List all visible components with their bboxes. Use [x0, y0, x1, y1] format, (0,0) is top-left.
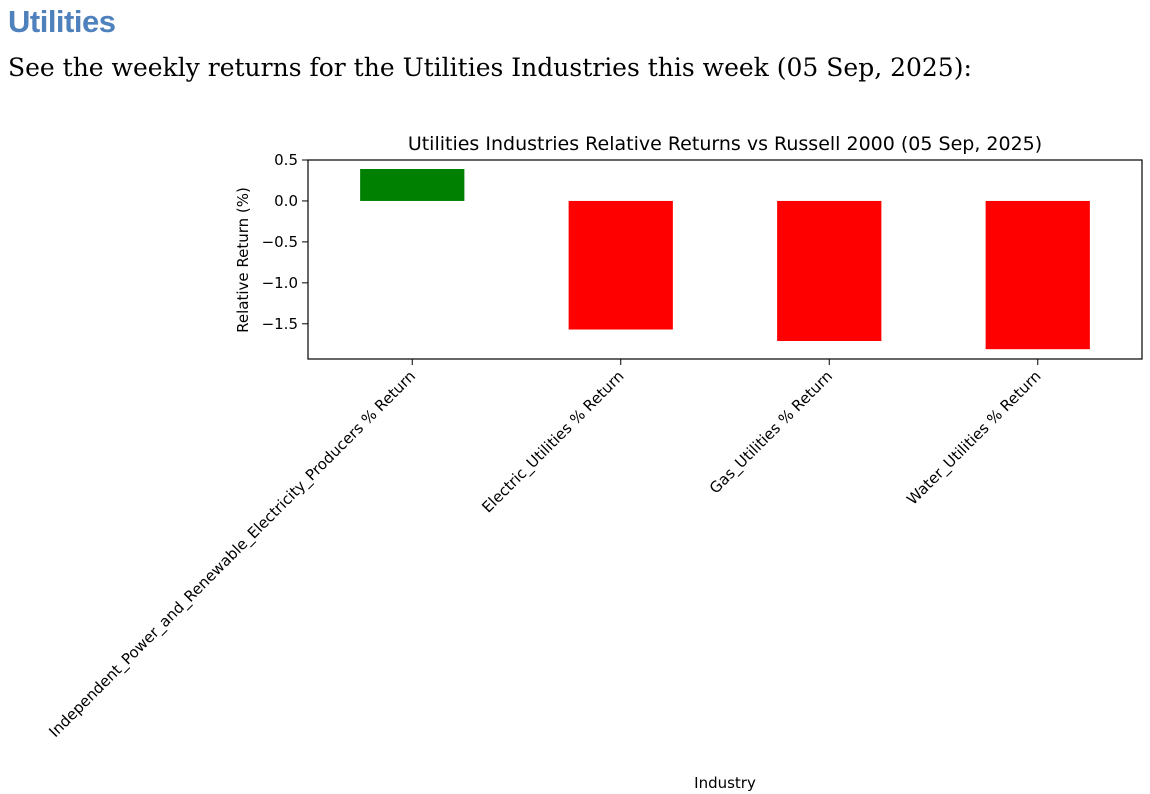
bar-2 [568, 200, 673, 330]
y-tick-label: 0.5 [274, 151, 298, 169]
bar-4 [985, 200, 1090, 350]
y-tick-label: −1.0 [262, 274, 298, 292]
y-axis: 0.5 0.0 −0.5 −1.0 −1.5 [262, 151, 308, 333]
plot-frame [307, 159, 1143, 360]
x-tick-label: Independent_Power_and_Renewable_Electric… [45, 367, 419, 741]
bar-1 [360, 169, 465, 201]
x-tick-label: Gas_Utilities % Return [706, 367, 837, 498]
bars-layer [360, 169, 1090, 350]
bar-3 [777, 200, 882, 341]
section-title: Utilities [8, 4, 116, 39]
chart-title: Utilities Industries Relative Returns vs… [408, 133, 1042, 155]
intro-text: See the weekly returns for the Utilities… [8, 53, 972, 82]
y-tick-label: 0.0 [274, 192, 298, 210]
x-axis-label: Industry [694, 774, 756, 792]
x-tick-label: Water_Utilities % Return [903, 367, 1045, 509]
x-tick-label: Electric_Utilities % Return [478, 367, 628, 517]
y-tick-label: −1.5 [262, 315, 298, 333]
y-tick-label: −0.5 [262, 233, 298, 251]
x-axis: Independent_Power_and_Renewable_Electric… [45, 359, 1045, 742]
y-axis-label: Relative Return (%) [234, 187, 252, 333]
